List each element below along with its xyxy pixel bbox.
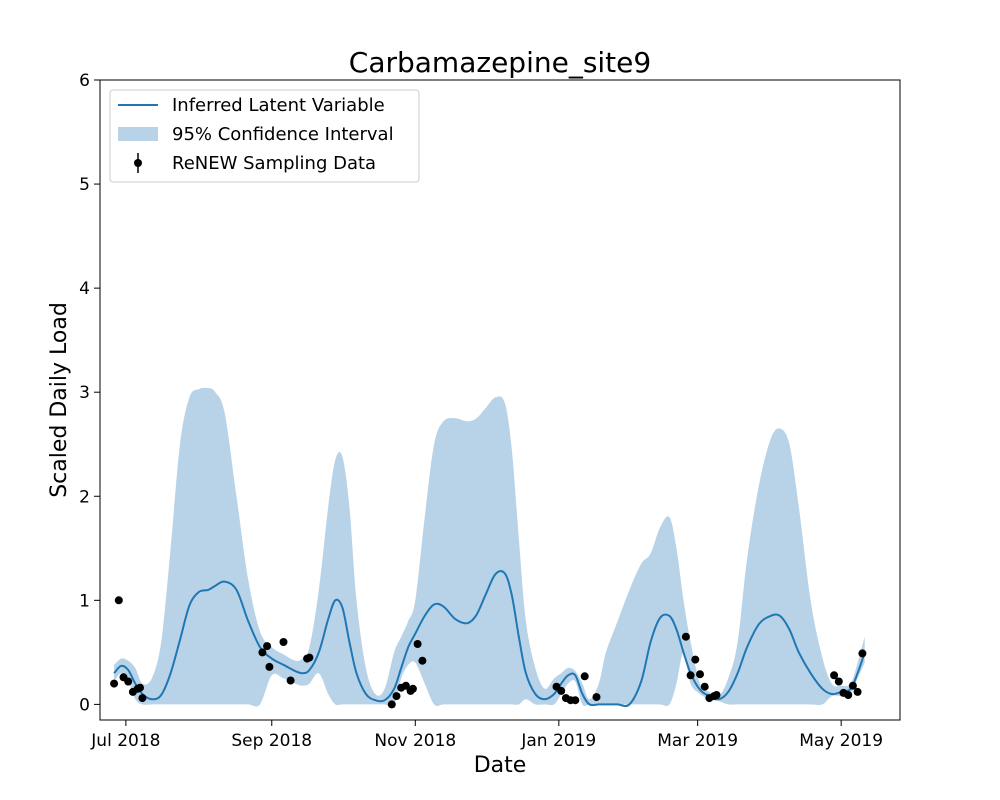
sample-point bbox=[136, 683, 144, 692]
sample-point bbox=[858, 649, 867, 658]
x-tick-label: Jan 2019 bbox=[520, 731, 596, 751]
x-tick-label: Mar 2019 bbox=[657, 731, 738, 751]
sample-point bbox=[580, 672, 589, 681]
sample-point bbox=[853, 687, 862, 696]
legend-point-swatch bbox=[134, 159, 142, 167]
legend-label-latent: Inferred Latent Variable bbox=[172, 95, 385, 116]
sample-point bbox=[124, 677, 133, 686]
chart-title: Carbamazepine_site9 bbox=[349, 46, 651, 79]
x-tick-label: Nov 2018 bbox=[374, 731, 456, 751]
latent-line-layer bbox=[113, 570, 866, 708]
sample-point bbox=[401, 681, 410, 690]
sample-point bbox=[258, 648, 267, 657]
latent-variable-line bbox=[113, 570, 866, 708]
sample-point bbox=[263, 642, 272, 651]
sample-point bbox=[279, 638, 288, 646]
y-axis-ticks: 0 1 2 3 4 5 6 bbox=[79, 71, 100, 715]
sample-point bbox=[114, 596, 123, 605]
sample-point bbox=[592, 693, 601, 702]
y-tick-label: 1 bbox=[79, 591, 90, 611]
x-axis-ticks: Jul 2018 Sep 2018 Nov 2018 Jan 2019 Mar 2019… bbox=[90, 720, 883, 751]
sample-point bbox=[286, 676, 295, 685]
sample-point bbox=[848, 681, 857, 690]
sample-point bbox=[844, 691, 853, 699]
sample-point bbox=[305, 653, 314, 662]
sample-point bbox=[691, 655, 700, 664]
y-tick-label: 5 bbox=[79, 175, 90, 195]
sample-point bbox=[387, 700, 396, 709]
confidence-band-layer bbox=[114, 387, 865, 707]
sample-point bbox=[571, 696, 580, 705]
legend-label-sampling: ReNEW Sampling Data bbox=[172, 153, 376, 174]
y-tick-label: 4 bbox=[79, 279, 90, 299]
x-axis-title: Date bbox=[474, 753, 527, 778]
sample-point bbox=[413, 640, 422, 648]
plot-area-frame bbox=[99, 79, 901, 721]
legend-label-confidence: 95% Confidence Interval bbox=[172, 124, 394, 145]
y-axis-title: Scaled Daily Load bbox=[47, 302, 72, 498]
y-tick-label: 0 bbox=[79, 695, 90, 715]
sample-point bbox=[392, 692, 401, 701]
sample-point bbox=[418, 656, 427, 665]
sample-point bbox=[265, 662, 274, 671]
sample-point bbox=[696, 670, 704, 679]
sample-point bbox=[712, 691, 721, 699]
sample-points-layer bbox=[110, 596, 867, 709]
sample-point bbox=[138, 694, 147, 703]
confidence-band bbox=[114, 387, 865, 707]
y-tick-label: 6 bbox=[79, 71, 90, 91]
y-tick-label: 2 bbox=[79, 487, 90, 507]
x-tick-label: Sep 2018 bbox=[231, 731, 312, 751]
sample-point bbox=[830, 671, 839, 680]
sample-point bbox=[686, 671, 695, 680]
x-tick-label: Jul 2018 bbox=[90, 731, 160, 751]
sample-point bbox=[681, 632, 690, 641]
sample-point bbox=[834, 677, 843, 686]
legend-box bbox=[109, 89, 420, 183]
x-tick-label: May 2019 bbox=[799, 731, 883, 751]
y-tick-label: 3 bbox=[79, 383, 90, 403]
sample-point bbox=[700, 682, 709, 691]
sample-point bbox=[110, 679, 119, 688]
legend: Inferred Latent Variable 95% Confidence … bbox=[109, 89, 420, 183]
sample-point bbox=[557, 686, 566, 695]
legend-band-swatch bbox=[118, 127, 158, 141]
sample-point bbox=[408, 684, 417, 693]
